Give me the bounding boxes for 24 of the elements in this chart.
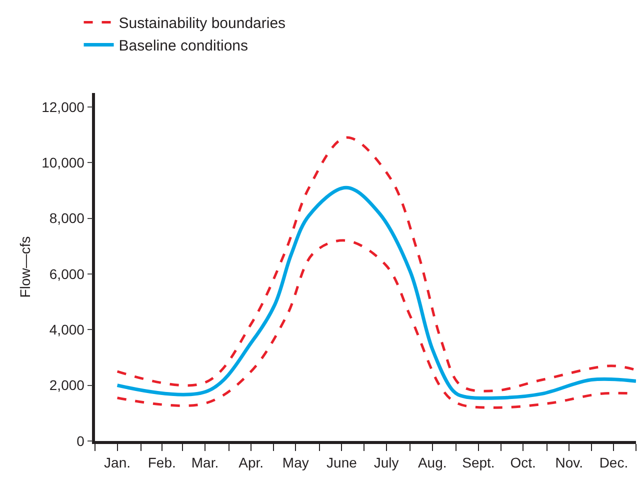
y-tick-label: 0 bbox=[76, 432, 85, 449]
x-tick-label: Sept. bbox=[462, 454, 495, 471]
y-tick-label: 4,000 bbox=[49, 322, 85, 338]
x-tick-label: Nov. bbox=[555, 454, 583, 471]
legend-label: Baseline conditions bbox=[118, 38, 248, 55]
y-tick-label: 10,000 bbox=[42, 154, 85, 170]
x-tick-label: Jan. bbox=[104, 454, 131, 471]
y-tick-label: 12,000 bbox=[42, 98, 85, 115]
line-series bbox=[116, 186, 636, 400]
x-tick-label: Apr. bbox=[238, 454, 264, 471]
x-tick-label: Dec. bbox=[599, 454, 628, 471]
x-tick-label: June bbox=[326, 454, 358, 471]
x-tick-label: July bbox=[374, 454, 399, 471]
x-tick-label: Feb. bbox=[148, 454, 176, 471]
line-series bbox=[116, 136, 636, 392]
legend-label: Sustainability boundaries bbox=[118, 15, 286, 32]
x-tick-label: May bbox=[282, 454, 309, 471]
x-tick-label: Mar. bbox=[191, 454, 219, 471]
x-tick-label: Aug. bbox=[418, 454, 447, 471]
y-tick-label: 8,000 bbox=[49, 210, 85, 226]
y-tick-label: 6,000 bbox=[49, 266, 85, 282]
y-tick-label: 2,000 bbox=[49, 377, 85, 394]
y-axis-title: Flow—cfs bbox=[17, 236, 34, 298]
x-tick-label: Oct. bbox=[510, 454, 536, 471]
